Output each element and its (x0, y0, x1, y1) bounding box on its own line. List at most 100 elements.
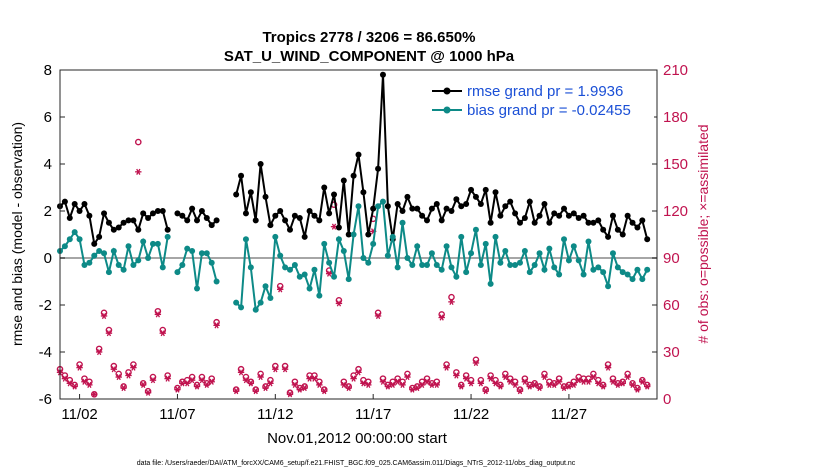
obs-assimilated-marker (590, 373, 597, 381)
legend-bias-marker (443, 106, 451, 114)
obs-assimilated-marker (448, 298, 455, 305)
series-0-point (433, 200, 440, 207)
plot-area (60, 70, 657, 399)
series-1-point (301, 271, 308, 278)
series-1-point (154, 240, 161, 247)
right-y-tick-label: 180 (663, 109, 688, 126)
y-axis-label: rmse and bias (model - observation) (9, 122, 25, 346)
obs-assimilated-marker (526, 383, 533, 390)
series-1-point (233, 299, 240, 306)
obs-assimilated-marker (516, 388, 524, 395)
series-1-point (247, 264, 254, 271)
series-1-point (242, 236, 249, 243)
series-0-point (438, 217, 445, 224)
series-0-point (203, 215, 210, 222)
obs-assimilated-marker (345, 384, 352, 392)
obs-assimilated-stroke (503, 373, 508, 381)
series-1-point (257, 299, 264, 306)
obs-assimilated-marker (595, 380, 602, 387)
series-0-point (379, 71, 386, 78)
series-0-point (482, 186, 489, 193)
obs-assimilated-stroke (576, 377, 581, 384)
series-0-point (345, 231, 352, 238)
series-0-point (242, 210, 249, 217)
series-1-point (575, 257, 582, 264)
obs-assimilated-stroke (547, 381, 552, 389)
obs-assimilated-stroke (429, 381, 435, 389)
series-0-point (556, 212, 563, 219)
series-0-point (105, 219, 112, 226)
series-1-point (81, 262, 88, 269)
series-0-point (384, 203, 391, 210)
obs-assimilated-stroke (234, 388, 239, 395)
series-1-point (101, 250, 108, 257)
obs-assimilated-stroke (488, 375, 493, 382)
obs-assimilated-stroke (395, 378, 400, 385)
series-1-point (521, 247, 528, 254)
obs-assimilated-stroke (326, 270, 332, 277)
obs-assimilated-marker (575, 377, 582, 384)
series-1-point (252, 306, 259, 313)
obs-assimilated-stroke (116, 373, 121, 381)
series-1-point (105, 269, 112, 276)
series-1-point (370, 240, 377, 247)
series-lines (57, 71, 651, 313)
obs-assimilated-marker (257, 373, 264, 381)
series-0-point (115, 224, 122, 231)
series-1-point (389, 233, 396, 240)
series-1-point (531, 262, 538, 269)
series-0-point (453, 196, 460, 203)
series-0-point (531, 219, 538, 226)
series-0-point (125, 217, 132, 224)
series-0-point (492, 189, 499, 196)
obs-assimilated-stroke (331, 223, 337, 230)
series-0-point (272, 212, 279, 219)
right-y-tick-label: 0 (663, 391, 671, 408)
obs-assimilated-marker (634, 386, 641, 393)
obs-assimilated-stroke (96, 348, 102, 356)
series-0-point (145, 215, 152, 222)
obs-assimilated-marker (555, 378, 563, 385)
obs-assimilated-stroke (312, 375, 317, 382)
series-0-point (605, 233, 612, 240)
obs-assimilated-stroke (238, 369, 244, 376)
obs-assimilated-stroke (77, 364, 82, 371)
obs-assimilated-stroke (185, 380, 190, 387)
obs-assimilated-stroke (522, 378, 528, 385)
obs-assimilated-marker (360, 380, 367, 387)
series-0-point (404, 193, 411, 200)
obs-assimilated-marker (335, 300, 343, 307)
obs-assimilated-stroke (145, 389, 151, 396)
series-1-point (125, 243, 132, 250)
chart-subtitle: SAT_U_WIND_COMPONENT @ 1000 hPa (224, 48, 515, 65)
obs-assimilated-stroke (317, 381, 322, 389)
obs-assimilated-stroke (605, 364, 611, 371)
obs-assimilated-marker (355, 369, 362, 376)
obs-assimilated-marker (462, 375, 470, 382)
series-1-point (379, 198, 386, 205)
series-1-point (482, 240, 489, 247)
obs-assimilated-marker (316, 381, 323, 389)
series-0-point (71, 200, 78, 207)
series-1-point (472, 226, 479, 233)
left-axis-ticks: -6 -4 -2 0 2 4 6 8 (39, 62, 65, 408)
obs-assimilated-stroke (493, 380, 498, 387)
series-1-point (91, 252, 98, 259)
obs-assimilated-marker (95, 348, 103, 356)
obs-assimilated-marker (521, 378, 529, 385)
obs-assimilated-marker (443, 364, 450, 371)
obs-assimilated-stroke (517, 388, 523, 395)
obs-assimilated-stroke (400, 381, 405, 389)
obs-assimilated-stroke (72, 383, 77, 390)
obs-assimilated-marker (492, 380, 499, 387)
obs-assimilated-marker (86, 381, 93, 389)
obs-assimilated-stroke (307, 375, 312, 382)
series-0-point (184, 217, 191, 224)
chart-title: Tropics 2778 / 3206 = 86.650% (262, 29, 475, 46)
obs-assimilated-marker (242, 377, 250, 384)
y-tick-label: -2 (39, 297, 52, 314)
series-1-point (360, 255, 367, 261)
series-1-point (189, 247, 196, 254)
obs-assimilated-stroke (175, 386, 180, 393)
series-0-point (164, 226, 171, 233)
